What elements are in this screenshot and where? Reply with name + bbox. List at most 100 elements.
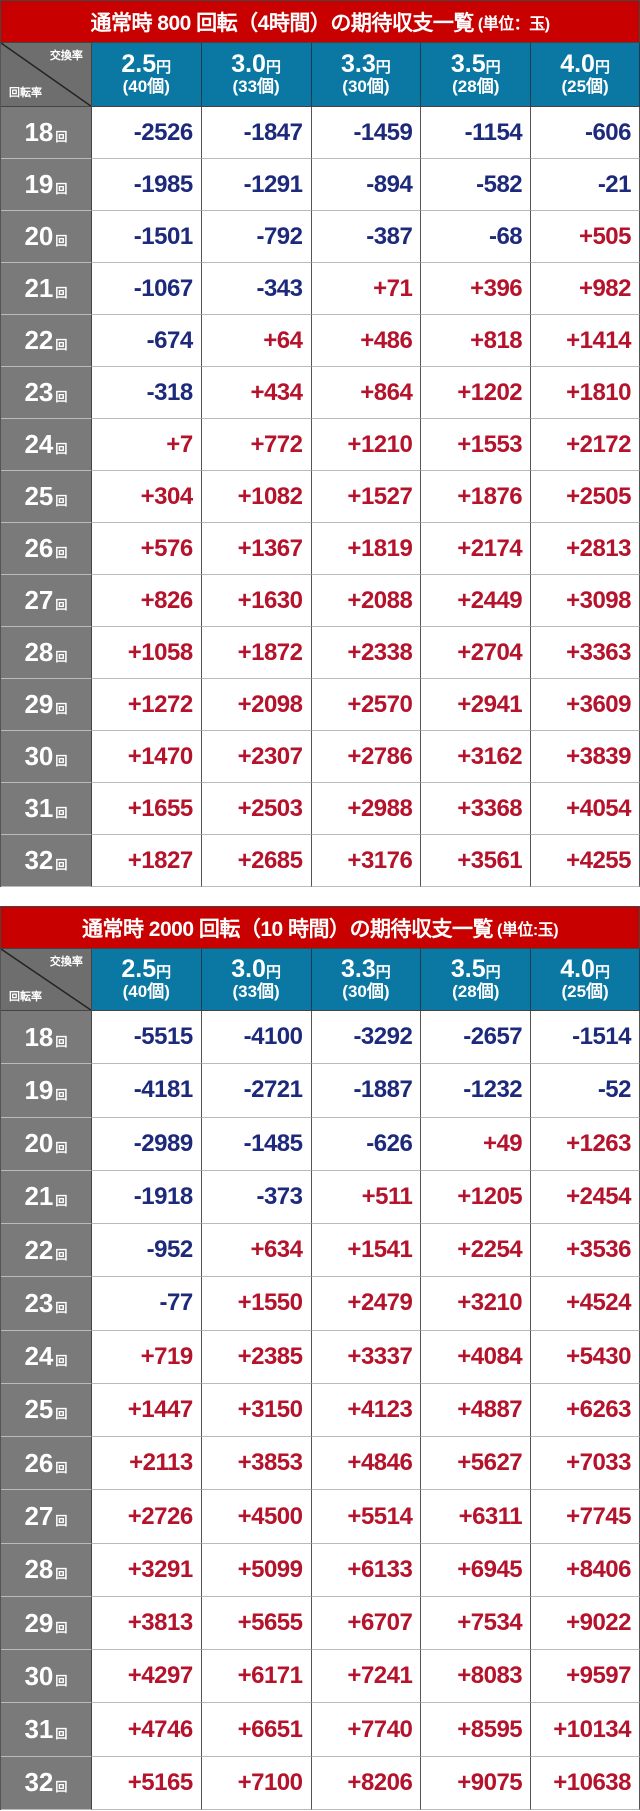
value-cell: -68 [421, 211, 532, 263]
rate-value: 3.3 [341, 954, 376, 983]
row-header: 18 回 [1, 1011, 92, 1065]
round-suffix: 回 [55, 1354, 68, 1369]
yen-unit: 円 [375, 58, 391, 76]
column-header: 3.5円 (28個) [421, 43, 532, 107]
row-header: 29 回 [1, 679, 92, 731]
row-header: 25 回 [1, 471, 92, 523]
row-header: 23 回 [1, 1277, 92, 1331]
round-suffix: 回 [55, 702, 68, 716]
round-suffix: 回 [55, 1780, 68, 1795]
value-cell: +8595 [421, 1703, 532, 1757]
value-cell: +7100 [201, 1756, 312, 1810]
spin-rate: 21 [24, 1181, 54, 1212]
round-suffix: 回 [55, 1514, 68, 1529]
value-cell: +486 [311, 315, 422, 367]
row-header: 31 回 [1, 783, 92, 835]
value-cell: +4746 [91, 1703, 202, 1757]
value-cell: +1205 [421, 1170, 532, 1225]
value-cell: -792 [201, 211, 312, 263]
balls-per-yen: (40個) [122, 981, 170, 1001]
value-cell: +9597 [531, 1650, 640, 1704]
spin-rate: 25 [24, 1394, 54, 1425]
value-cell: +818 [421, 315, 532, 367]
row-header: 18 回 [1, 107, 92, 159]
balls-per-yen: (30個) [342, 981, 390, 1001]
spin-rate: 23 [24, 1287, 54, 1318]
row-header: 23 回 [1, 367, 92, 419]
spin-rate: 23 [24, 377, 54, 407]
row-header: 30 回 [1, 1650, 92, 1704]
spin-label: 回転率 [9, 87, 42, 99]
value-cell: +64 [201, 315, 312, 367]
value-cell: -606 [531, 107, 640, 159]
value-cell: +7745 [531, 1490, 640, 1544]
value-cell: -1459 [311, 107, 422, 159]
value-cell: -1847 [201, 107, 312, 159]
row-header: 20 回 [1, 211, 92, 263]
table-title: 通常時 2000 回転（10 時間）の期待収支一覧 (単位:玉) [0, 906, 640, 949]
row-header: 30 回 [1, 731, 92, 783]
rate-value: 3.0 [231, 954, 266, 983]
value-cell: +1414 [531, 315, 640, 367]
value-cell: -894 [311, 159, 422, 211]
value-cell: +1470 [91, 731, 202, 783]
value-cell: -343 [201, 263, 312, 315]
corner-header: 交換率 回転率 [1, 43, 92, 107]
row-header: 27 回 [1, 1490, 92, 1544]
row-header: 26 回 [1, 523, 92, 575]
round-suffix: 回 [55, 234, 68, 248]
value-cell: +10134 [531, 1703, 640, 1757]
value-cell: -5515 [91, 1011, 202, 1065]
rate-value: 3.5 [450, 49, 486, 78]
value-cell: -1887 [311, 1064, 422, 1118]
value-cell: +1082 [201, 471, 312, 523]
value-cell: +6263 [531, 1383, 640, 1438]
value-cell: +5430 [531, 1330, 640, 1384]
round-suffix: 回 [55, 598, 68, 612]
value-cell: +2941 [421, 679, 532, 731]
spin-rate: 29 [24, 689, 54, 719]
round-suffix: 回 [55, 1141, 68, 1156]
value-cell: +864 [311, 367, 422, 419]
expected-value-table-2000: 通常時 2000 回転（10 時間）の期待収支一覧 (単位:玉) 交換率 回転率 2.5… [0, 906, 640, 1810]
value-cell: +1367 [201, 523, 312, 575]
value-cell: +6133 [311, 1543, 422, 1597]
value-cell: +4054 [531, 783, 640, 835]
yen-unit: 円 [265, 58, 281, 76]
value-cell: +5655 [201, 1596, 312, 1651]
value-cell: +6651 [201, 1703, 312, 1757]
spin-rate: 20 [24, 1128, 54, 1159]
value-cell: -1985 [91, 159, 202, 211]
corner-header: 交換率 回転率 [1, 949, 92, 1011]
round-suffix: 回 [55, 1727, 68, 1742]
row-header: 32 回 [1, 1756, 92, 1810]
round-suffix: 回 [55, 1460, 68, 1475]
value-cell: +3162 [421, 731, 532, 783]
value-cell: -2721 [201, 1064, 312, 1118]
spin-rate: 21 [24, 273, 54, 303]
rate-value: 4.0 [560, 954, 595, 983]
rate-value: 2.5 [121, 49, 157, 78]
spin-rate: 29 [24, 1607, 54, 1638]
spin-rate: 27 [24, 1501, 54, 1532]
row-header: 21 回 [1, 263, 92, 315]
value-cell: -1291 [201, 159, 312, 211]
value-cell: +4500 [201, 1490, 312, 1544]
balls-per-yen: (25個) [561, 76, 609, 96]
value-cell: +3098 [531, 575, 640, 627]
spin-rate: 32 [24, 845, 54, 875]
value-cell: +3210 [421, 1277, 532, 1331]
balls-per-yen: (28個) [452, 76, 500, 96]
rate-value: 3.0 [231, 49, 266, 78]
value-cell: +4297 [91, 1650, 202, 1704]
value-cell: +2098 [201, 679, 312, 731]
row-header: 24 回 [1, 1330, 92, 1384]
value-cell: -3292 [311, 1011, 422, 1065]
rate-label: 交換率 [49, 956, 83, 968]
value-cell: +2307 [201, 731, 312, 783]
rate-value: 4.0 [560, 49, 595, 78]
value-cell: +3839 [531, 731, 640, 783]
round-suffix: 回 [55, 1407, 68, 1422]
value-cell: +2385 [201, 1330, 312, 1384]
value-cell: +3337 [311, 1330, 422, 1384]
